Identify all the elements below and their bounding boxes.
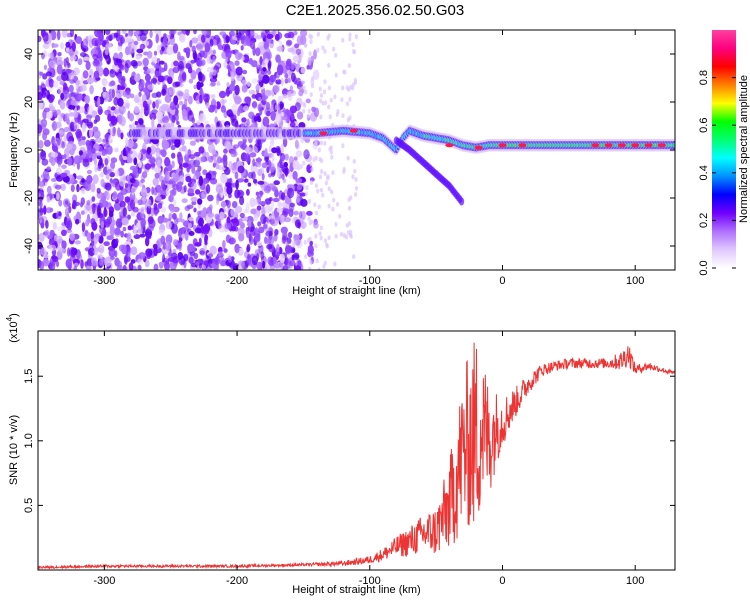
x-tick-label: 100 xyxy=(626,575,644,587)
x-tick-label: 0 xyxy=(499,575,505,587)
plot-frame xyxy=(37,330,676,571)
colorbar-tick-label: 0.0 xyxy=(698,260,710,275)
ridge-hotspot-core xyxy=(500,144,505,147)
ghost-branch xyxy=(459,197,465,206)
signal-ridge xyxy=(128,124,675,206)
ridge-hotspot-core xyxy=(447,144,452,147)
x-tick-label: -200 xyxy=(226,275,248,287)
y-tick-label: -40 xyxy=(23,238,35,254)
ridge-hotspot-core xyxy=(476,146,481,149)
x-tick-label: -300 xyxy=(93,575,115,587)
y-tick-label: 0 xyxy=(23,147,35,153)
colorbar xyxy=(712,30,736,268)
colorbar-title: Normalized spectral amplitude xyxy=(738,75,750,223)
y-axis-title: Frequency (Hz) xyxy=(8,112,20,188)
ridge-hotspot-core xyxy=(593,144,598,147)
y-tick-label: 1.0 xyxy=(23,433,35,448)
colorbar-tick-label: 0.2 xyxy=(698,213,710,228)
ridge-hotspot-core xyxy=(633,144,638,147)
spectrogram-plot-area xyxy=(38,30,675,270)
ridge-hotspot-core xyxy=(321,132,326,135)
y-tick-label: -20 xyxy=(23,190,35,206)
x-tick-label: -200 xyxy=(226,575,248,587)
ridge-hotspot-core xyxy=(646,144,651,147)
ridge-hotspot-core xyxy=(351,129,356,132)
ridge-hotspot-core xyxy=(520,144,525,147)
x-tick-label: -300 xyxy=(93,275,115,287)
noise-speckle-field xyxy=(38,30,359,270)
ridge-hotspot-core xyxy=(619,144,624,147)
ridge-hotspot-core xyxy=(659,144,664,147)
y-tick-label: 20 xyxy=(23,96,35,108)
x-axis-title: Height of straight line (km) xyxy=(292,584,420,596)
colorbar-tick-label: 0.6 xyxy=(698,118,710,133)
colorbar-tick-label: 0.4 xyxy=(698,165,710,180)
y-axis-title: SNR (10 * v/v) xyxy=(8,415,20,485)
x-axis-title: Height of straight line (km) xyxy=(292,285,420,297)
x-tick-label: 100 xyxy=(626,275,644,287)
y-tick-label: 0.5 xyxy=(23,498,35,513)
x-tick-label: -100 xyxy=(359,575,381,587)
ridge-hotspot-core xyxy=(606,144,611,147)
snr-series-line xyxy=(38,342,675,570)
x-tick-label: -100 xyxy=(359,275,381,287)
y-tick-label: 1.5 xyxy=(23,369,35,384)
chart-title: C2E1.2025.356.02.50.G03 xyxy=(285,2,465,19)
y-tick-label: 40 xyxy=(23,48,35,60)
y-multiplier-label: (x104) xyxy=(5,313,20,343)
x-tick-label: 0 xyxy=(499,275,505,287)
colorbar-tick-label: 0.8 xyxy=(698,70,710,85)
